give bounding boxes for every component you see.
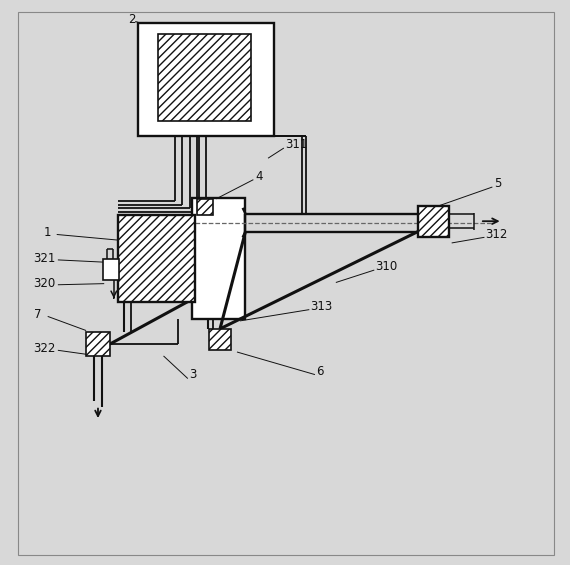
Bar bbox=[418, 206, 449, 237]
Text: 4: 4 bbox=[255, 170, 263, 183]
Text: 5: 5 bbox=[494, 177, 502, 190]
Bar bbox=[103, 259, 119, 280]
Bar bbox=[209, 329, 231, 350]
Bar bbox=[138, 23, 274, 136]
Text: 311: 311 bbox=[285, 137, 307, 151]
Bar bbox=[192, 198, 246, 319]
Text: 312: 312 bbox=[486, 228, 508, 241]
Bar bbox=[158, 34, 251, 121]
Bar bbox=[197, 199, 213, 215]
Bar bbox=[119, 215, 194, 302]
Text: 2: 2 bbox=[128, 12, 136, 26]
Text: 3: 3 bbox=[189, 368, 196, 381]
Text: 1: 1 bbox=[43, 226, 51, 240]
Text: 7: 7 bbox=[34, 308, 41, 321]
Text: 320: 320 bbox=[34, 276, 56, 290]
Text: 313: 313 bbox=[311, 299, 333, 313]
Text: 310: 310 bbox=[376, 260, 398, 273]
Bar bbox=[86, 332, 110, 356]
Text: 322: 322 bbox=[34, 341, 56, 355]
Text: 321: 321 bbox=[34, 251, 56, 265]
Text: 6: 6 bbox=[316, 364, 324, 378]
